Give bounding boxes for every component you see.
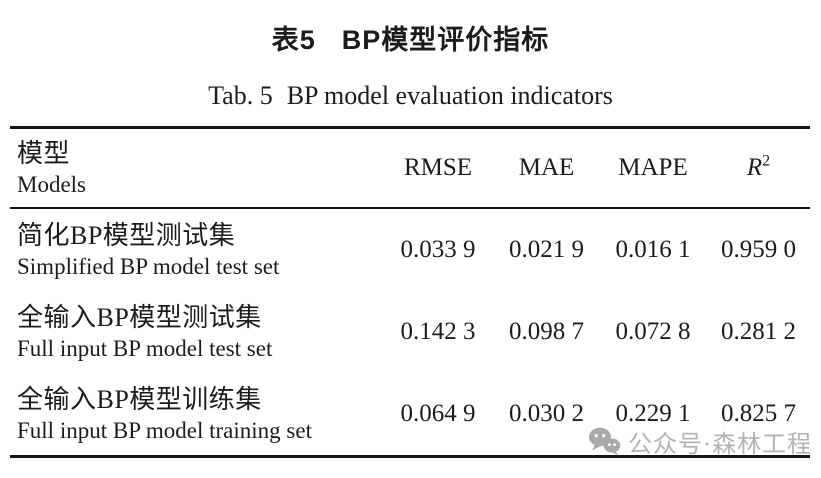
model-cell: 简化BP模型测试集 Simplified BP model test set xyxy=(10,219,382,282)
mape-value: 0.229 1 xyxy=(615,400,691,427)
header-models-en: Models xyxy=(17,171,86,197)
mae-value: 0.021 9 xyxy=(509,236,584,263)
table-row: 全输入BP模型测试集 Full input BP model test set … xyxy=(10,291,810,373)
table-number-en: Tab. 5 xyxy=(208,81,273,110)
r2-symbol: R xyxy=(746,154,763,181)
table-header-row: 模型 Models RMSE MAE MAPE R2 xyxy=(10,129,810,209)
header-cell-r2: R2 xyxy=(707,152,810,182)
model-name-zh: 简化BP模型测试集 xyxy=(17,220,236,250)
r2-value: 0.281 2 xyxy=(721,318,796,345)
rmse-value: 0.142 3 xyxy=(400,318,476,345)
model-name-en: Full input BP model test set xyxy=(17,335,273,361)
r2-value: 0.825 7 xyxy=(721,400,796,427)
rmse-value: 0.033 9 xyxy=(400,236,476,263)
model-name-en: Simplified BP model test set xyxy=(17,253,280,279)
table-row: 简化BP模型测试集 Simplified BP model test set 0… xyxy=(10,209,810,291)
table-caption-zh: 表5 BP模型评价指标 xyxy=(0,0,821,56)
header-cell-mae: MAE xyxy=(518,154,575,181)
mape-value: 0.072 8 xyxy=(615,318,691,345)
model-cell: 全输入BP模型训练集 Full input BP model training … xyxy=(10,383,382,446)
r2-value: 0.959 0 xyxy=(721,236,796,263)
model-name-zh: 全输入BP模型测试集 xyxy=(17,302,262,332)
r2-exponent: 2 xyxy=(762,152,771,170)
table-number-zh: 表5 xyxy=(271,25,316,55)
watermark-text: 公众号·森林工程 xyxy=(628,432,812,458)
header-cell-mape: MAPE xyxy=(618,154,688,181)
table-row: 全输入BP模型训练集 Full input BP model training … xyxy=(10,373,810,455)
mae-value: 0.030 2 xyxy=(509,400,584,427)
table-title-en: BP model evaluation indicators xyxy=(286,81,613,110)
mae-value: 0.098 7 xyxy=(509,318,584,345)
model-name-en: Full input BP model training set xyxy=(17,417,312,443)
mape-value: 0.016 1 xyxy=(615,236,691,263)
rmse-value: 0.064 9 xyxy=(400,400,476,427)
model-cell: 全输入BP模型测试集 Full input BP model test set xyxy=(10,301,382,364)
table-title-zh: BP模型评价指标 xyxy=(341,25,550,55)
header-cell-models: 模型 Models xyxy=(10,137,382,200)
model-name-zh: 全输入BP模型训练集 xyxy=(17,384,262,414)
header-models-zh: 模型 xyxy=(17,138,71,168)
header-cell-rmse: RMSE xyxy=(403,154,473,181)
watermark: 公众号·森林工程 xyxy=(588,426,812,464)
evaluation-table: 模型 Models RMSE MAE MAPE R2 简化BP模型测试集 Sim… xyxy=(10,126,810,458)
table-caption-en: Tab. 5 BP model evaluation indicators xyxy=(0,81,821,111)
wechat-icon xyxy=(588,426,621,464)
